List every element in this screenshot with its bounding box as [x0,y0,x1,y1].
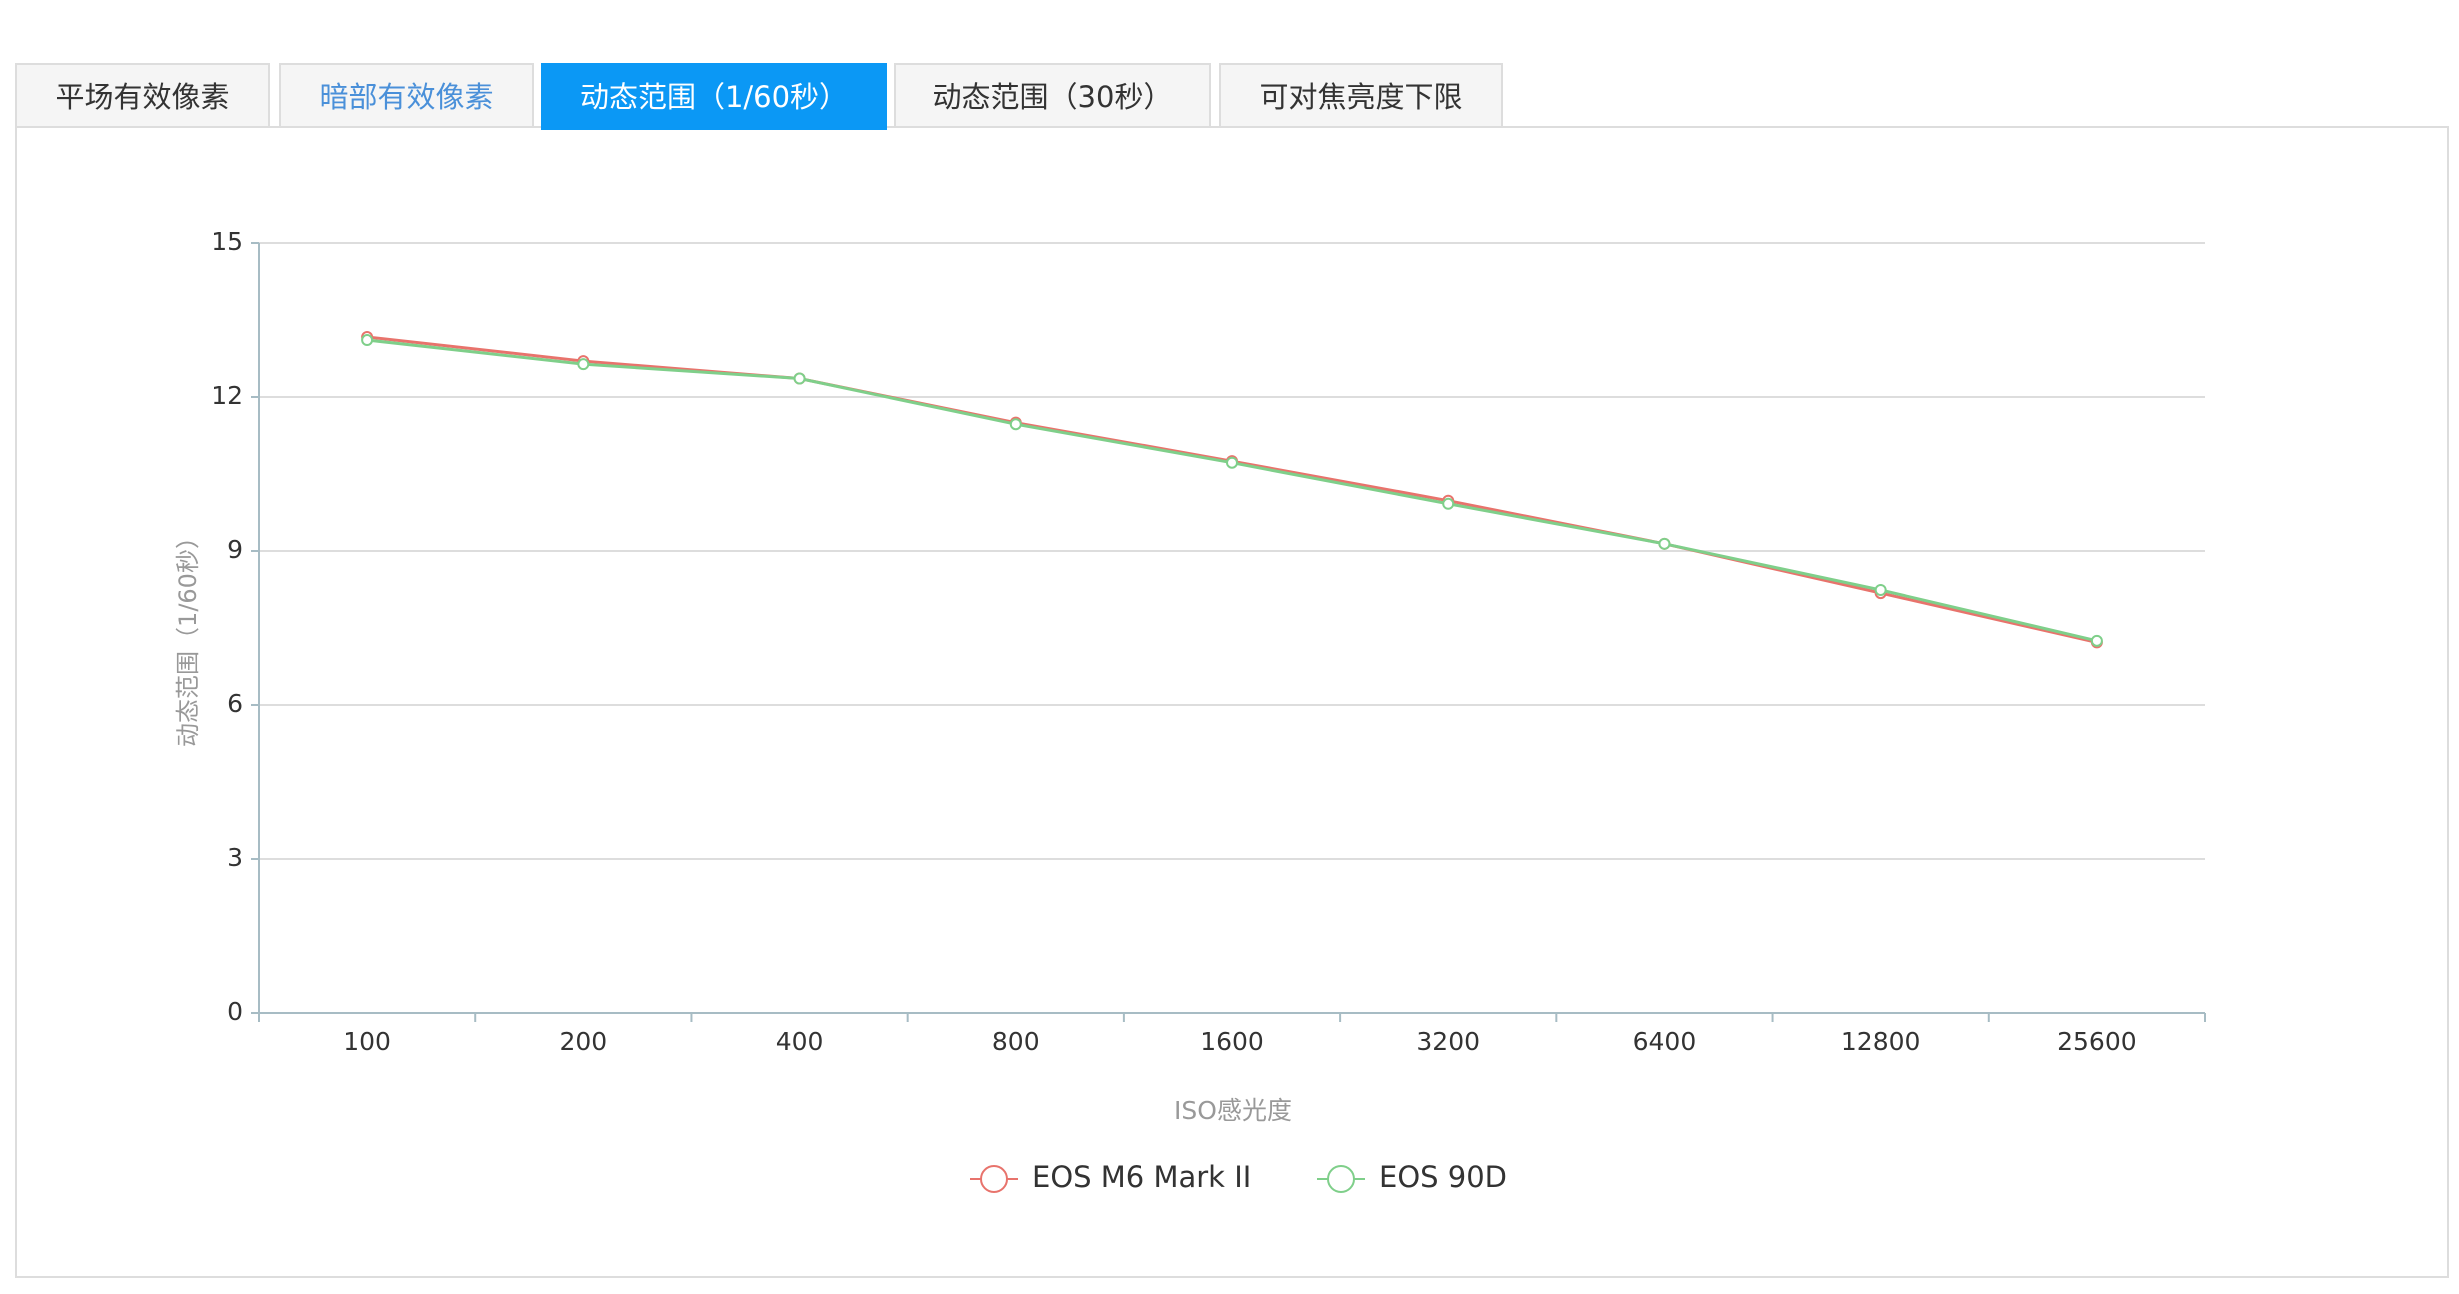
y-tick-label: 6 [227,689,243,718]
data-point [1226,456,1238,469]
tab-label[interactable]: 动态范围（30秒） [933,80,1173,114]
x-tick-label: 12800 [1841,1027,1921,1056]
tab[interactable] [279,63,534,128]
x-tick-label: 3200 [1416,1027,1480,1056]
x-tick-label: 200 [559,1027,607,1056]
legend-label: EOS 90D [1379,1160,1507,1194]
x-tick-label: 800 [992,1027,1040,1056]
tab[interactable] [894,63,1211,128]
x-tick-label: 400 [776,1027,824,1056]
y-tick-label: 3 [227,843,243,872]
data-point [361,334,374,347]
tab-label[interactable]: 平场有效像素 [55,80,229,114]
x-tick-label: 1600 [1200,1027,1264,1056]
data-point [1442,497,1455,510]
legend-label: EOS M6 Mark II [1032,1160,1251,1194]
data-point [577,358,590,371]
tab-label[interactable]: 暗部有效像素 [319,80,493,114]
data-point [1874,584,1887,597]
tab[interactable] [1219,63,1503,128]
data-point [1658,537,1671,550]
y-tick-label: 12 [211,381,243,410]
panel [15,126,2449,1278]
y-tick-label: 15 [211,227,243,256]
y-axis-label: 动态范围（1/60秒） [174,525,202,747]
y-tick-label: 0 [227,997,243,1026]
tab[interactable] [15,63,270,128]
legend-marker [1327,1165,1355,1193]
data-point [793,372,806,385]
x-tick-label: 6400 [1633,1027,1697,1056]
data-point [1009,418,1022,431]
tab-label[interactable]: 可对焦亮度下限 [1259,80,1462,114]
y-tick-label: 9 [227,535,243,564]
tab-label[interactable]: 动态范围（1/60秒） [580,80,848,114]
data-point [2090,634,2103,647]
legend-marker [980,1165,1008,1193]
x-tick-label: 25600 [2057,1027,2137,1056]
x-axis-label: ISO感光度 [1174,1096,1292,1125]
x-tick-label: 100 [343,1027,391,1056]
tab[interactable] [541,63,887,130]
